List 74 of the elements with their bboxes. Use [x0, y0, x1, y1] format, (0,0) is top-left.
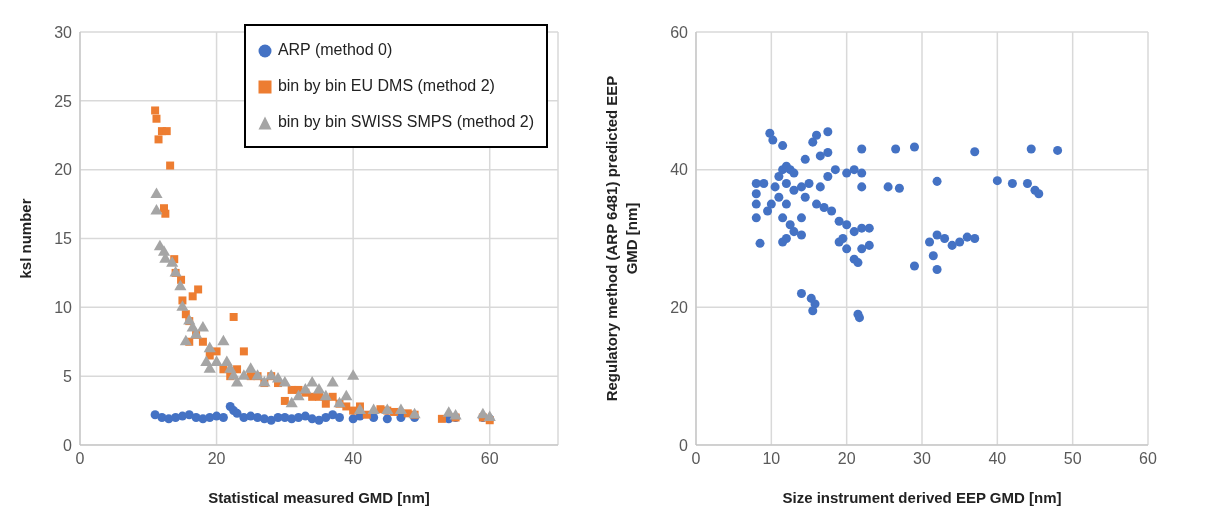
point	[210, 355, 223, 366]
point	[382, 414, 392, 424]
point	[319, 389, 332, 401]
y-tick-label: 20	[670, 299, 689, 317]
point	[328, 410, 338, 420]
x-tick-label: 30	[913, 450, 931, 468]
point	[150, 203, 163, 215]
y-tick-label: 10	[54, 299, 73, 317]
point	[347, 369, 360, 380]
x-tick-label: 60	[480, 450, 499, 468]
y-tick-label: 20	[54, 161, 73, 179]
point	[334, 412, 344, 422]
x-tick-label: 20	[837, 450, 856, 468]
point	[152, 114, 161, 123]
y-tick-label: 30	[54, 23, 73, 41]
point	[306, 376, 319, 387]
point	[179, 334, 192, 346]
y-tick-label: 40	[670, 161, 689, 179]
x-tick-label: 40	[988, 450, 1007, 468]
point	[174, 279, 187, 291]
y-tick-label: 5	[63, 367, 73, 385]
legend-label: bin by bin EU DMS (method 2)	[277, 77, 495, 94]
y-tick-label: 25	[54, 92, 73, 110]
point	[312, 382, 326, 394]
point	[292, 389, 305, 401]
point	[217, 334, 230, 346]
x-tick-label: 20	[207, 450, 226, 468]
point	[194, 285, 203, 294]
point	[285, 396, 298, 408]
x-tick-label: 0	[691, 450, 701, 468]
point	[151, 106, 160, 115]
point	[299, 382, 312, 394]
point	[184, 410, 194, 420]
point	[437, 414, 446, 423]
point	[278, 376, 291, 387]
y-axis-title: Regulatory method (ARP 6481) predicted EEP GMD [nm]	[603, 75, 640, 402]
y-axis-title: ksl number	[17, 198, 35, 279]
point	[198, 337, 207, 346]
point	[150, 187, 163, 198]
legend-label: bin by bin SWISS SMPS (method 2)	[277, 113, 534, 130]
point	[239, 347, 248, 356]
point	[483, 410, 496, 421]
x-axis-title: Size instrument derived EEP GMD [nm]	[782, 489, 1062, 506]
point	[162, 127, 171, 136]
point	[188, 292, 197, 301]
x-tick-label: 10	[762, 450, 781, 468]
point	[321, 399, 330, 408]
x-axis-title: Statistical measured GMD [nm]	[208, 489, 430, 506]
y-tick-label: 0	[679, 436, 689, 454]
y-tick-label: 0	[63, 436, 73, 454]
point	[212, 347, 221, 356]
x-tick-label: 40	[344, 450, 363, 468]
x-tick-label: 0	[75, 450, 85, 468]
point	[321, 412, 331, 422]
x-tick-label: 50	[1063, 450, 1082, 468]
y-tick-label: 15	[54, 230, 73, 248]
point	[340, 389, 353, 401]
point	[203, 341, 216, 353]
y-tick-label: 60	[670, 23, 689, 41]
point	[166, 161, 175, 170]
point	[353, 403, 367, 415]
point	[367, 403, 380, 415]
x-tick-label: 60	[1139, 450, 1157, 468]
legend-label: ARP (method 0)	[277, 41, 393, 58]
point	[244, 362, 257, 373]
point	[154, 135, 163, 144]
point	[326, 376, 339, 387]
point	[218, 412, 228, 422]
point	[176, 300, 189, 311]
point	[161, 209, 170, 218]
point	[394, 403, 408, 415]
point	[280, 396, 289, 405]
point	[166, 256, 179, 267]
point	[229, 312, 238, 321]
